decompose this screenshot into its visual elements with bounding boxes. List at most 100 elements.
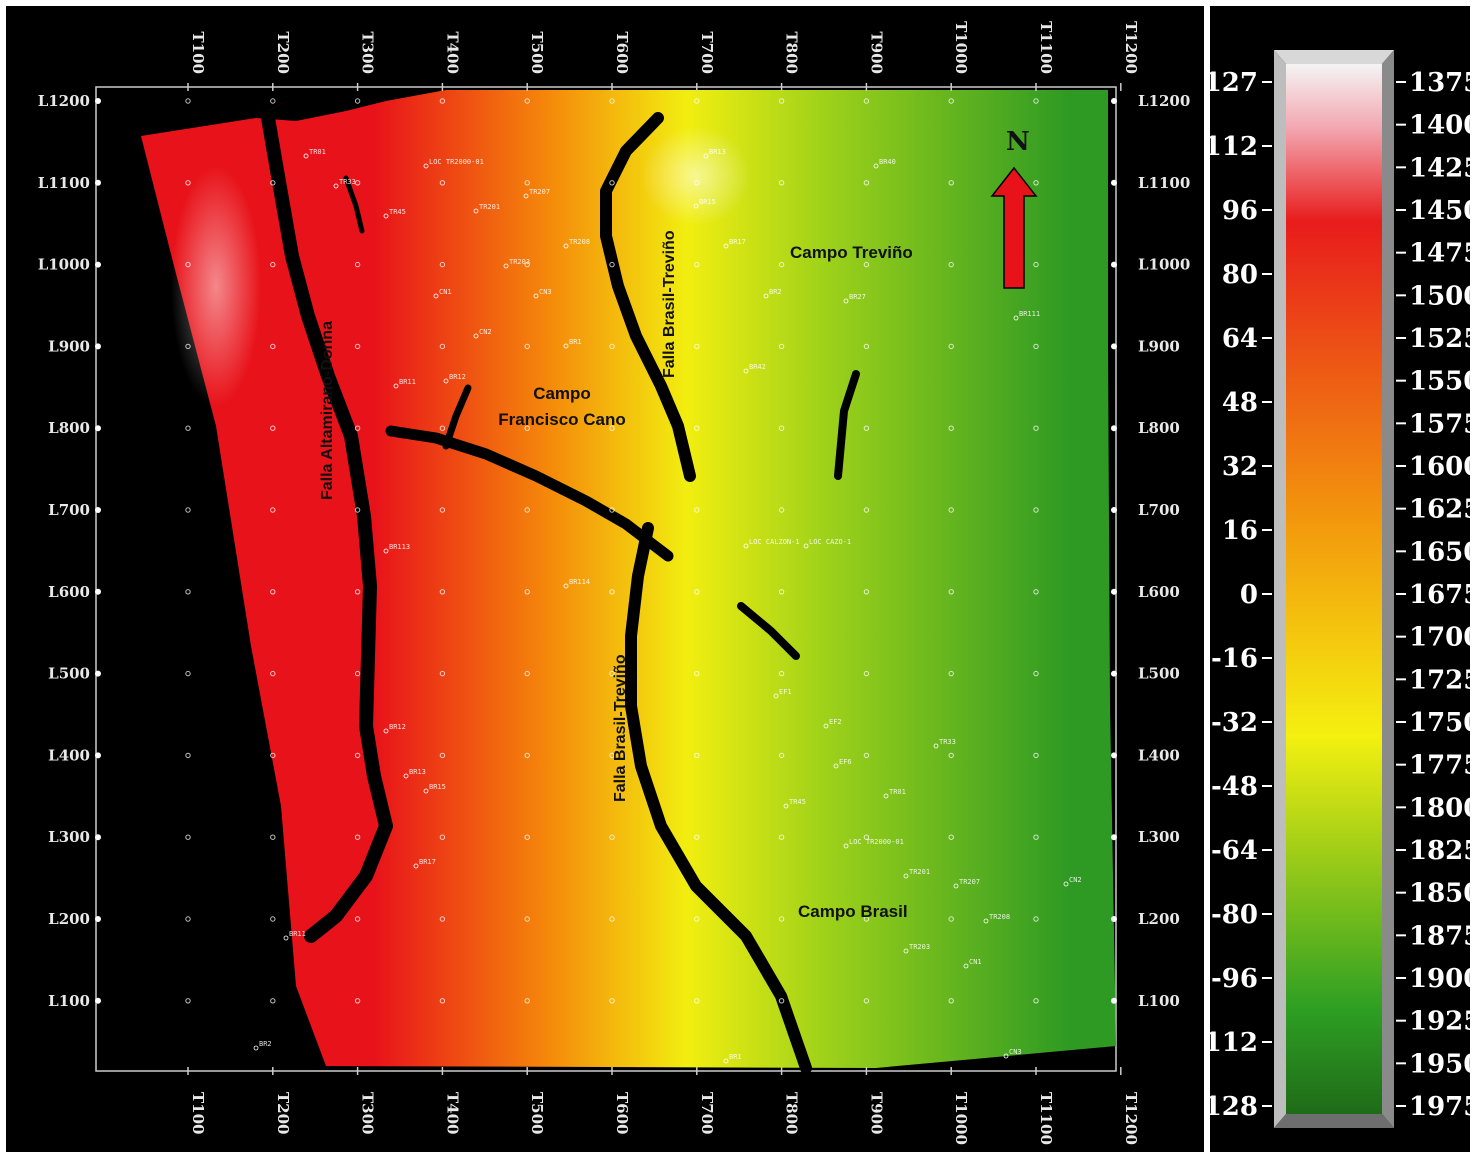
well-label: BR12	[449, 373, 466, 381]
x-label-bottom: T400	[443, 1092, 461, 1134]
well-marker	[783, 803, 789, 809]
grid-dot	[694, 752, 700, 759]
well-marker	[473, 333, 479, 339]
well-marker	[433, 293, 439, 299]
grid-dot	[609, 998, 615, 1004]
x-label-top: T800	[783, 32, 801, 74]
well-marker	[333, 183, 339, 189]
legend-left-label: -64	[1211, 836, 1258, 866]
grid-dot	[185, 343, 191, 350]
well-marker	[1003, 1053, 1009, 1059]
well-marker	[563, 583, 569, 589]
fault-francisco-cano	[385, 425, 674, 562]
y-tick-left	[95, 752, 101, 759]
grid-dot	[863, 998, 870, 1004]
legend-left-label: 48	[1222, 388, 1258, 418]
y-tick-left	[95, 588, 101, 595]
y-label-right: L1000	[1138, 256, 1190, 274]
well-label: BR11	[289, 930, 306, 938]
well-label: BR2	[259, 1040, 272, 1048]
legend-right-label: 1775	[1409, 751, 1470, 781]
well-label: TR201	[909, 868, 930, 876]
well-marker	[423, 163, 429, 169]
grid-dot	[354, 425, 361, 431]
y-tick-left	[95, 425, 101, 432]
well-label: TR208	[989, 913, 1010, 921]
grid-dot	[694, 916, 700, 922]
well-label: BR13	[409, 768, 426, 776]
well-marker	[803, 543, 809, 549]
x-label-bottom: T300	[359, 1092, 377, 1134]
grid-dot	[863, 180, 870, 186]
y-tick-right	[1111, 179, 1117, 186]
y-label-left: L600	[48, 583, 90, 601]
grid-dot	[609, 343, 615, 350]
field-label-trevino: Campo Treviño	[790, 243, 913, 262]
well-label: BR1	[569, 338, 582, 346]
grid-dot	[948, 670, 954, 677]
y-label-right: L500	[1138, 665, 1180, 683]
legend-right-label: 1425	[1409, 153, 1470, 183]
well-marker	[693, 203, 699, 209]
grid-dot	[185, 507, 191, 513]
grid-dot	[694, 507, 700, 513]
well-marker	[383, 728, 389, 734]
y-tick-right	[1111, 261, 1117, 268]
well-marker	[563, 243, 569, 249]
grid-dot	[609, 98, 615, 104]
fault-minor-north	[343, 175, 365, 234]
well-marker	[843, 843, 849, 849]
grid-dot	[948, 752, 954, 759]
grid-dot	[270, 752, 276, 759]
grid-dot	[270, 670, 276, 677]
x-label-bottom: T1100	[1037, 1092, 1055, 1145]
y-tick-left	[95, 261, 101, 268]
well-marker	[903, 873, 909, 879]
legend-left-label: -128	[1210, 1092, 1258, 1122]
grid-dot	[948, 261, 954, 268]
well-label: LOC TR2000-01	[429, 158, 484, 166]
grid-dot	[1033, 425, 1039, 431]
legend-left-label: 0	[1240, 580, 1258, 610]
y-tick-right	[1111, 98, 1117, 104]
grid-dot	[609, 752, 615, 759]
well-label: BR111	[1019, 310, 1040, 318]
legend-left-label: -16	[1211, 644, 1258, 674]
grid-dot	[609, 180, 615, 186]
grid-dot	[185, 180, 191, 186]
y-label-right: L600	[1138, 583, 1180, 601]
grid-dot	[354, 670, 361, 677]
x-label-top: T200	[274, 32, 292, 74]
legend-left-label: 127	[1210, 68, 1258, 98]
legend-left-label: -48	[1211, 772, 1258, 802]
y-tick-right	[1111, 997, 1117, 1004]
map-frame	[95, 86, 1117, 1072]
legend-right-label: 1925	[1409, 1007, 1470, 1037]
fault-altamirano-donna	[261, 111, 393, 943]
grid-dot	[1033, 998, 1039, 1004]
grid-dot	[185, 98, 191, 104]
well-marker	[413, 863, 419, 869]
legend-bevel-left	[1274, 50, 1286, 1128]
grid-dot	[185, 261, 191, 268]
well-marker	[1063, 881, 1069, 887]
grid-dot	[694, 343, 700, 350]
well-marker	[823, 723, 829, 729]
grid-dot	[354, 180, 361, 186]
y-label-left: L300	[48, 828, 90, 846]
x-label-top: T700	[698, 32, 716, 74]
grid-dot	[1033, 916, 1039, 922]
well-marker	[843, 298, 849, 304]
well-marker	[533, 293, 539, 299]
well-cluster-glow	[641, 126, 751, 226]
well-label: BR42	[749, 363, 766, 371]
well-marker	[883, 793, 889, 799]
fault-label-altamirano: Falla Altamirano-Donna	[319, 321, 336, 500]
well-label: TR45	[789, 798, 806, 806]
well-label: TR45	[389, 208, 406, 216]
legend-right-label: 1875	[1409, 921, 1470, 951]
y-label-left: L200	[48, 910, 90, 928]
x-label-top: T1100	[1037, 21, 1055, 74]
legend-right-label: 1450	[1409, 196, 1470, 226]
grid-dot	[524, 98, 530, 104]
